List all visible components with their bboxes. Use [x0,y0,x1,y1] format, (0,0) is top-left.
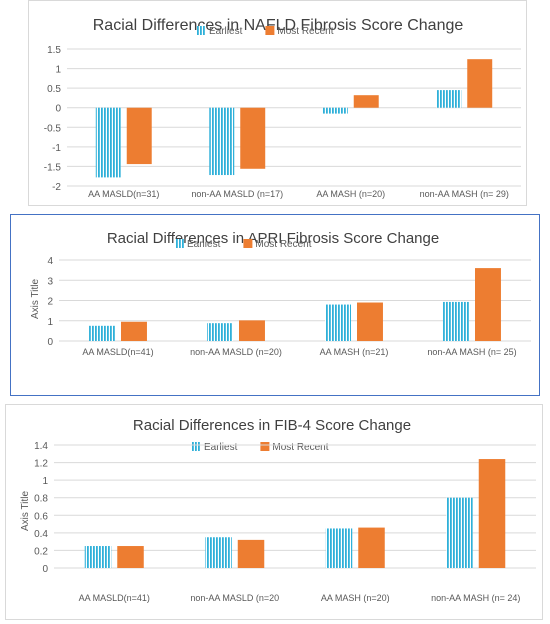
bar-earliest [436,90,462,108]
plot-area: -2 -1.5 -1 -0.5 0 0.5 1 1.5 AA MASLD(n=31) non-AA… [44,45,521,199]
legend-swatch-most-recent [265,26,275,35]
bar-most-recent [239,320,265,341]
y-tick-label: 1.2 [34,459,48,470]
x-tick-label: non-AA MASLD (n=20) [190,347,282,357]
bar-earliest [207,323,233,341]
y-tick-label: 1 [42,476,48,487]
chart-title: Racial Differences in NAFLD Fibrosis Sco… [93,17,464,34]
y-tick-label: 2 [47,297,53,308]
apri-chart-svg: Racial Differences in APRI Fibrosis Scor… [30,230,531,357]
x-tick-label: AA MASH (n=20) [321,593,390,603]
chart-legend: Earliest Most Recent [175,239,312,250]
y-tick-label: 0 [47,337,53,348]
bar-most-recent [358,527,385,568]
y-axis-title: Axis Title [20,491,31,531]
plot-area: 0 1 2 3 4 AA MASLD(n=41) non-AA MASLD (n=20) AA… [47,256,531,357]
y-tick-label: 0.5 [47,84,61,95]
y-tick-label: -1.5 [44,162,62,173]
y-tick-label: 0.4 [34,529,48,540]
y-tick-label: 1.4 [34,441,48,452]
bar-most-recent [237,539,265,568]
bar-earliest [325,528,353,568]
apri-chart-panel: Racial Differences in APRI Fibrosis Scor… [10,214,540,396]
legend-swatch-most-recent [260,442,270,451]
legend-label-earliest: Earliest [204,442,238,453]
bar-earliest [89,325,115,341]
bar-earliest [325,304,351,341]
legend-label-most-recent: Most Recent [277,26,333,37]
y-axis-title: Axis Title [30,279,41,319]
y-tick-label: 0 [42,564,48,575]
y-tick-label: 4 [47,256,53,267]
y-tick-label: 3 [47,276,53,287]
bar-earliest [95,107,121,178]
legend-label-most-recent: Most Recent [255,239,311,250]
nafld-chart-panel: Racial Differences in NAFLD Fibrosis Sco… [28,0,527,206]
x-tick-label: AA MASLD(n=31) [88,189,159,199]
y-tick-label: 1 [47,317,53,328]
y-tick-label: -1 [52,143,61,154]
bar-most-recent [357,302,383,341]
y-tick-label: 0.8 [34,494,48,505]
bar-earliest [84,546,112,568]
legend-label-earliest: Earliest [209,26,243,37]
y-tick-label: 1 [55,65,61,76]
y-tick-label: 0.6 [34,511,48,522]
bar-most-recent [353,95,379,108]
bar-earliest [446,497,473,568]
legend-swatch-earliest [192,442,201,451]
chart-legend: Earliest Most Recent [197,26,334,37]
y-tick-label: 0.2 [34,546,48,557]
x-tick-label: non-AA MASH (n= 25) [427,347,516,357]
y-tick-label: -2 [52,182,61,193]
chart-title: Racial Differences in FIB-4 Score Change [133,417,411,434]
bar-most-recent [121,321,147,341]
nafld-chart-svg: Racial Differences in NAFLD Fibrosis Sco… [44,17,521,199]
y-tick-label: -0.5 [44,123,62,134]
x-tick-label: non-AA MASH (n= 29) [420,189,509,199]
bar-most-recent [478,459,506,568]
y-tick-label: 1.5 [47,45,61,56]
bar-most-recent [240,107,266,169]
bar-most-recent [126,107,152,165]
y-tick-label: 0 [55,104,61,115]
legend-label-earliest: Earliest [187,239,221,250]
bar-earliest [209,107,235,176]
x-tick-label: AA MASH (n=21) [320,347,389,357]
fib4-chart-svg: Racial Differences in FIB-4 Score Change… [20,417,536,603]
plot-area: 0 0.2 0.4 0.6 0.8 1 1.2 1.4 AA MASLD(n=41) non-AA… [34,441,536,603]
chart-legend: Earliest Most Recent [192,442,329,453]
legend-swatch-earliest [175,239,184,248]
bar-earliest [322,107,348,114]
legend-swatch-most-recent [243,239,253,248]
x-tick-label: AA MASH (n=20) [316,189,385,199]
x-tick-label: non-AA MASLD (n=20 [190,593,279,603]
bar-most-recent [467,59,493,108]
x-tick-label: non-AA MASLD (n=17) [191,189,283,199]
x-tick-label: non-AA MASH (n= 24) [431,593,520,603]
bar-most-recent [117,546,144,568]
legend-swatch-earliest [197,26,206,35]
x-tick-label: AA MASLD(n=41) [79,593,150,603]
legend-label-most-recent: Most Recent [272,442,328,453]
fib4-chart-panel: Racial Differences in FIB-4 Score Change… [5,404,543,620]
chart-title: Racial Differences in APRI Fibrosis Scor… [107,230,439,247]
x-tick-label: AA MASLD(n=41) [82,347,153,357]
bar-earliest [205,537,232,568]
bar-earliest [443,301,469,341]
bar-most-recent [475,268,501,341]
